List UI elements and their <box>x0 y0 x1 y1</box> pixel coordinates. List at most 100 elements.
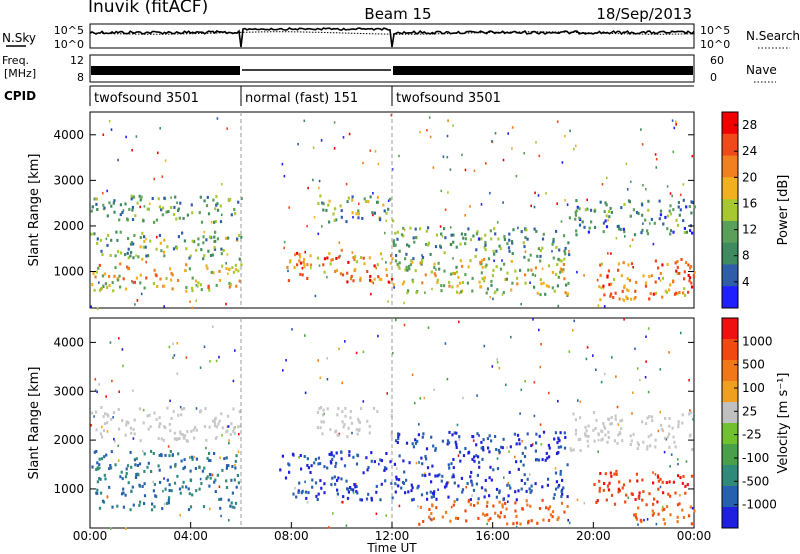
scatter-speck <box>441 235 444 238</box>
echo-grey-evening <box>646 445 649 449</box>
echo-high <box>215 195 218 199</box>
echo-orange-evening <box>676 515 679 519</box>
echo-blue-afternoon <box>411 498 414 502</box>
echo-orange-afternoon <box>519 522 522 526</box>
echo-red-evening <box>690 474 694 478</box>
echo-green-low <box>195 457 198 461</box>
echo-morning-strong <box>303 263 306 267</box>
scatter-speck <box>301 267 304 270</box>
echo-orange-afternoon <box>430 518 433 522</box>
scatter-speck <box>597 450 599 453</box>
echo-grey-evening <box>585 429 588 433</box>
echo-afternoon-mid <box>508 238 511 242</box>
echo-evening-high <box>602 230 605 234</box>
echo-morning-strong <box>339 272 342 276</box>
echo-green-low <box>235 454 238 458</box>
echo-blue-afternoon <box>411 486 414 490</box>
scatter-speck <box>645 335 647 338</box>
echo-evening-strong <box>675 269 678 273</box>
echo-blue-afternoon <box>441 474 444 478</box>
echo-orange-afternoon <box>547 518 551 522</box>
echo-evening-strong <box>623 284 626 288</box>
echo-grey-ground <box>238 410 241 414</box>
scatter-speck <box>446 377 449 381</box>
scatter-speck <box>393 286 395 289</box>
freq-strip: Freq. [MHz] 12 8 60 0 Nave <box>2 54 777 84</box>
echo-orange-afternoon <box>515 521 519 525</box>
echo-mid <box>114 254 117 258</box>
echo-morning-strong <box>303 257 306 261</box>
nsky-tick-top: 10^5 <box>54 24 84 37</box>
scatter-speck <box>105 395 107 398</box>
echo-green-low <box>134 476 138 479</box>
scatter-speck <box>210 221 213 224</box>
echo-morning-strong <box>368 256 371 260</box>
echo-afternoon-low <box>519 268 522 272</box>
echo-high <box>240 197 243 201</box>
echo-mid <box>99 238 102 242</box>
echo-low <box>103 272 106 276</box>
echo-morning-strong <box>301 273 304 277</box>
echo-blue-afternoon <box>541 458 544 462</box>
echo-evening-strong <box>693 271 696 274</box>
echo-morning-strong <box>289 259 292 263</box>
echo-blue-afternoon <box>528 487 531 491</box>
scatter-speck <box>496 361 499 364</box>
scatter-speck <box>672 150 675 154</box>
echo-orange-afternoon <box>512 522 515 526</box>
scatter-speck <box>321 225 323 228</box>
scatter-speck <box>554 467 557 470</box>
scatter-speck <box>671 119 674 122</box>
echo-evening-high <box>666 227 669 231</box>
echo-green-low <box>203 466 206 470</box>
scatter-speck <box>640 128 642 131</box>
scatter-speck <box>179 513 181 517</box>
echo-high <box>167 210 170 214</box>
echo-grey-ground <box>217 422 220 426</box>
scatter-speck <box>437 488 439 491</box>
echo-orange-afternoon <box>542 518 545 522</box>
echo-afternoon-mid <box>542 232 545 236</box>
echo-low <box>229 282 232 286</box>
echo-morning-strong <box>349 277 353 281</box>
echo-evening-high <box>678 213 681 217</box>
echo-green-low <box>234 501 238 505</box>
echo-afternoon-mid <box>484 233 487 237</box>
echo-blue-afternoon <box>535 441 538 445</box>
echo-grey-morning <box>390 433 393 437</box>
echo-green-low <box>129 508 132 512</box>
echo-orange-afternoon <box>521 507 524 511</box>
echo-orange-afternoon <box>527 521 530 525</box>
echo-green-low <box>104 477 107 481</box>
echo-evening-high <box>602 221 606 225</box>
scatter-speck <box>576 270 578 274</box>
power-cells <box>90 112 696 311</box>
echo-blue-afternoon <box>502 498 505 502</box>
echo-low <box>119 262 122 266</box>
echo-afternoon-mid <box>404 257 407 261</box>
echo-green-low <box>122 491 125 495</box>
echo-blue-afternoon <box>446 442 449 446</box>
echo-grey-evening <box>687 412 691 416</box>
echo-blue-morning <box>334 465 337 468</box>
echo-blue-afternoon <box>558 439 561 443</box>
scatter-speck <box>132 437 135 440</box>
echo-evening-high <box>627 199 631 203</box>
echo-high <box>165 210 168 214</box>
scatter-speck <box>211 473 214 477</box>
echo-grey-evening <box>674 445 677 449</box>
echo-grey-morning <box>376 410 379 413</box>
scatter-speck <box>303 119 306 123</box>
echo-afternoon-mid <box>469 238 473 242</box>
echo-blue-morning <box>330 483 333 487</box>
echo-blue-morning <box>390 481 393 485</box>
echo-afternoon-low <box>531 273 534 277</box>
echo-green-low <box>103 455 106 459</box>
echo-morning-strong <box>302 260 305 264</box>
echo-evening-high <box>668 209 671 213</box>
scatter-speck <box>508 484 511 487</box>
echo-evening-strong <box>666 263 669 266</box>
echo-grey-evening <box>677 423 680 427</box>
colorbar-tick-label: -500 <box>742 474 769 488</box>
